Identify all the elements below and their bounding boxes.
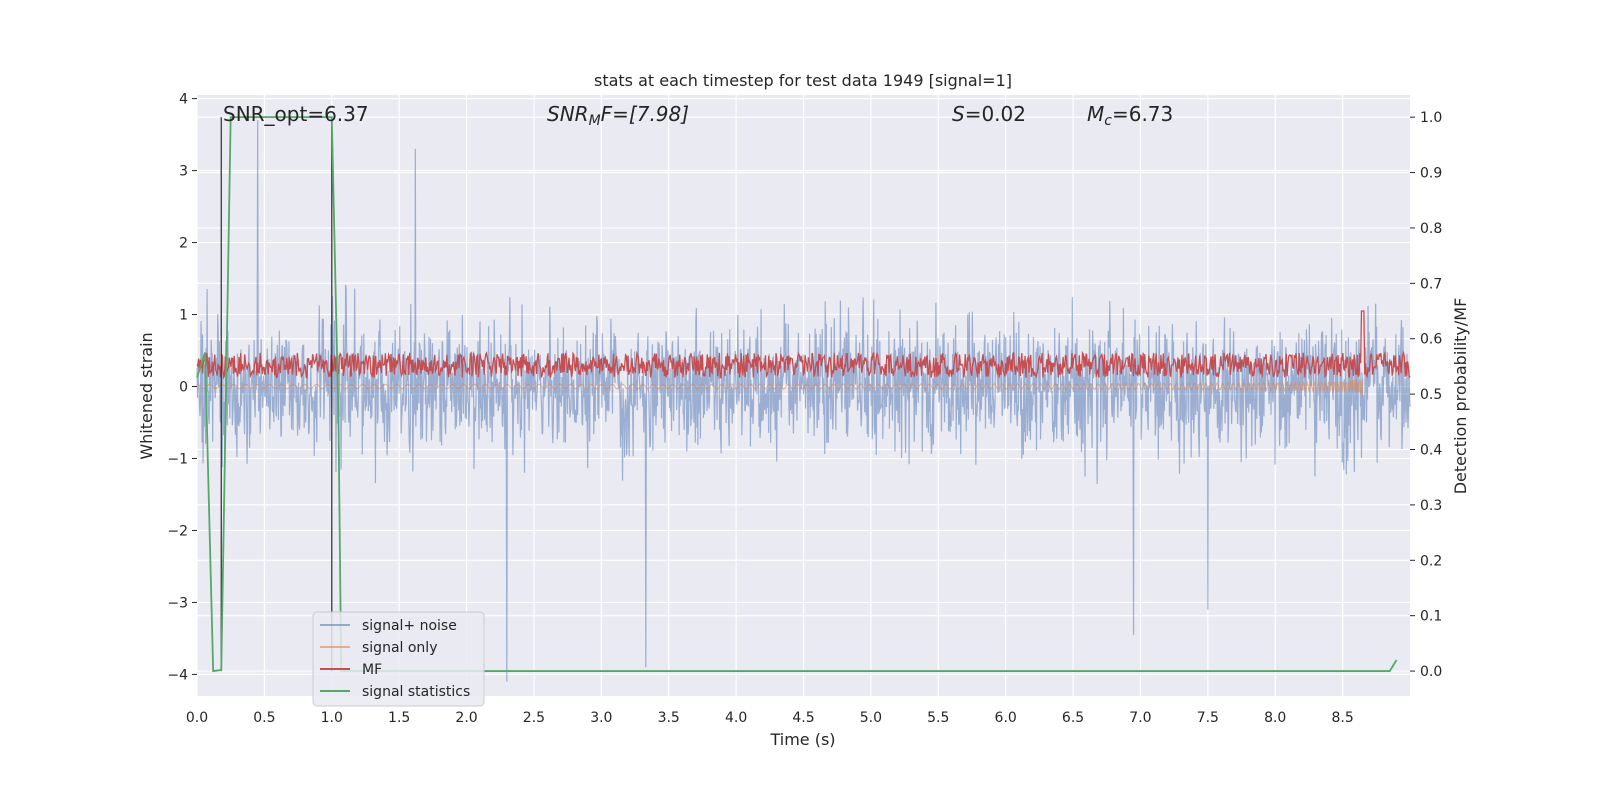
y-right-tick-label: 0.6 bbox=[1420, 332, 1442, 348]
annotation-mc-symbol: M bbox=[1087, 102, 1104, 126]
x-tick-label: 2.0 bbox=[455, 710, 477, 726]
x-tick-label: 4.0 bbox=[725, 710, 747, 726]
x-tick-label: 5.5 bbox=[927, 710, 949, 726]
y-left-tick-label: −2 bbox=[167, 523, 188, 539]
annotation-s-symbol: S bbox=[952, 102, 965, 126]
y-left-tick-label: 0 bbox=[179, 380, 188, 396]
legend-label-mf: MF bbox=[362, 662, 382, 678]
x-tick-label: 3.0 bbox=[590, 710, 612, 726]
chart-title: stats at each timestep for test data 194… bbox=[594, 71, 1012, 90]
annotation-snr-mf-value: F=[7.98] bbox=[601, 102, 689, 126]
y-right-tick-label: 0.9 bbox=[1420, 166, 1442, 182]
legend: signal+ noise signal only MF signal stat… bbox=[312, 611, 485, 707]
legend-box bbox=[312, 611, 485, 707]
x-tick-label: 8.5 bbox=[1331, 710, 1353, 726]
y-right-tick-label: 0.8 bbox=[1420, 221, 1442, 237]
y-left-tick-label: 4 bbox=[179, 92, 188, 108]
x-tick-label: 2.5 bbox=[523, 710, 545, 726]
y-right-tick-label: 0.0 bbox=[1420, 664, 1442, 680]
legend-label-noise: signal+ noise bbox=[362, 618, 457, 634]
x-tick-label: 7.5 bbox=[1197, 710, 1219, 726]
x-tick-label: 8.0 bbox=[1264, 710, 1286, 726]
y-left-tick-labels: 4 3 2 1 0 −1 −2 −3 −4 bbox=[167, 92, 197, 683]
y-left-axis-label: Whitened strain bbox=[137, 332, 156, 459]
y-right-axis-label: Detection probability/MF bbox=[1451, 298, 1470, 495]
y-left-tick-label: 1 bbox=[179, 308, 188, 324]
y-right-tick-label: 0.3 bbox=[1420, 498, 1442, 514]
y-left-tick-label: 3 bbox=[179, 164, 188, 180]
annotation-snr-opt: SNR_opt=6.37 bbox=[223, 102, 369, 126]
y-right-tick-label: 0.2 bbox=[1420, 553, 1442, 569]
x-tick-label: 6.5 bbox=[1062, 710, 1084, 726]
x-tick-label: 7.0 bbox=[1129, 710, 1151, 726]
mf-line bbox=[196, 310, 1411, 380]
x-tick-label: 0.0 bbox=[186, 710, 208, 726]
signal-only-line bbox=[196, 379, 1364, 399]
y-right-tick-label: 0.7 bbox=[1420, 276, 1442, 292]
signal-statistics-line bbox=[196, 116, 1398, 673]
x-axis-label: Time (s) bbox=[769, 730, 835, 749]
y-right-tick-label: 1.0 bbox=[1420, 110, 1442, 126]
annotation-snr-mf: SNRMF=[7.98] bbox=[547, 102, 689, 129]
x-tick-label: 1.5 bbox=[388, 710, 410, 726]
signal-plus-noise-line bbox=[196, 120, 1411, 682]
annotation-mc-subscript: c bbox=[1104, 113, 1112, 129]
y-left-tick-label: −1 bbox=[167, 451, 188, 467]
annotation-snr-mf-symbol: SNR bbox=[547, 102, 589, 126]
series-signal-only bbox=[196, 379, 1364, 399]
y-left-tick-label: 2 bbox=[179, 236, 188, 252]
x-tick-label: 0.5 bbox=[253, 710, 275, 726]
y-right-tick-label: 0.1 bbox=[1420, 609, 1442, 625]
series-mf bbox=[196, 310, 1411, 380]
annotation-s: S=0.02 bbox=[952, 102, 1026, 126]
y-left-tick-label: −3 bbox=[167, 595, 188, 611]
x-tick-labels: 0.0 0.5 1.0 1.5 2.0 2.5 3.0 3.5 4.0 4.5 5.0 5.5 6.0 6… bbox=[186, 710, 1354, 726]
legend-label-stats: signal statistics bbox=[362, 684, 470, 700]
series-signal-plus-noise bbox=[196, 120, 1411, 682]
series-signal-statistics bbox=[196, 116, 1398, 673]
y-right-tick-labels: 1.0 0.9 0.8 0.7 0.6 0.5 0.4 0.3 0.2 0.1 0.0 bbox=[1410, 110, 1442, 680]
x-tick-label: 3.5 bbox=[658, 710, 680, 726]
vertical-markers bbox=[220, 117, 333, 672]
annotation-mc: Mc=6.73 bbox=[1087, 102, 1173, 129]
x-tick-label: 6.0 bbox=[995, 710, 1017, 726]
y-right-tick-label: 0.4 bbox=[1420, 443, 1442, 459]
y-left-tick-label: −4 bbox=[167, 667, 188, 683]
annotation-snr-mf-subscript: M bbox=[589, 113, 601, 129]
x-tick-label: 4.5 bbox=[792, 710, 814, 726]
y-right-tick-label: 0.5 bbox=[1420, 387, 1442, 403]
x-tick-label: 1.0 bbox=[321, 710, 343, 726]
x-tick-label: 5.0 bbox=[860, 710, 882, 726]
annotation-mc-value: =6.73 bbox=[1112, 102, 1173, 126]
legend-label-signal: signal only bbox=[362, 640, 437, 656]
annotation-s-value: =0.02 bbox=[965, 102, 1026, 126]
